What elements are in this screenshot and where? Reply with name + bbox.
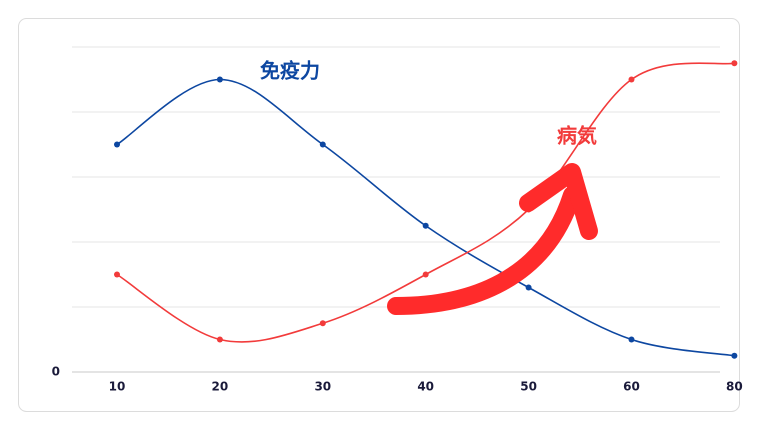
- x-tick-label: 40: [417, 380, 434, 394]
- arrow-head: [519, 163, 598, 240]
- data-point: [525, 284, 532, 291]
- series-label: 免疫力: [260, 59, 320, 83]
- data-point: [216, 76, 223, 83]
- series-label: 病気: [557, 124, 597, 148]
- data-point: [628, 336, 635, 343]
- data-point: [628, 76, 635, 83]
- x-tick-label: 10: [109, 380, 126, 394]
- y-tick-label: 0: [52, 365, 60, 379]
- x-tick-label: 80: [726, 380, 743, 394]
- x-tick-label: 50: [520, 380, 537, 394]
- data-point: [731, 352, 738, 359]
- data-point: [422, 271, 429, 278]
- data-point: [114, 141, 120, 148]
- data-point: [319, 141, 326, 148]
- data-point: [216, 336, 223, 343]
- data-point: [114, 271, 120, 278]
- card: [18, 18, 740, 412]
- arrow-shaft: [387, 186, 581, 315]
- x-tick-label: 20: [212, 380, 229, 394]
- data-point: [422, 222, 429, 229]
- data-point: [319, 320, 326, 327]
- x-tick-label: 60: [623, 380, 640, 394]
- data-point: [731, 60, 738, 67]
- trend-arrow: [387, 163, 598, 315]
- x-tick-label: 30: [314, 380, 331, 394]
